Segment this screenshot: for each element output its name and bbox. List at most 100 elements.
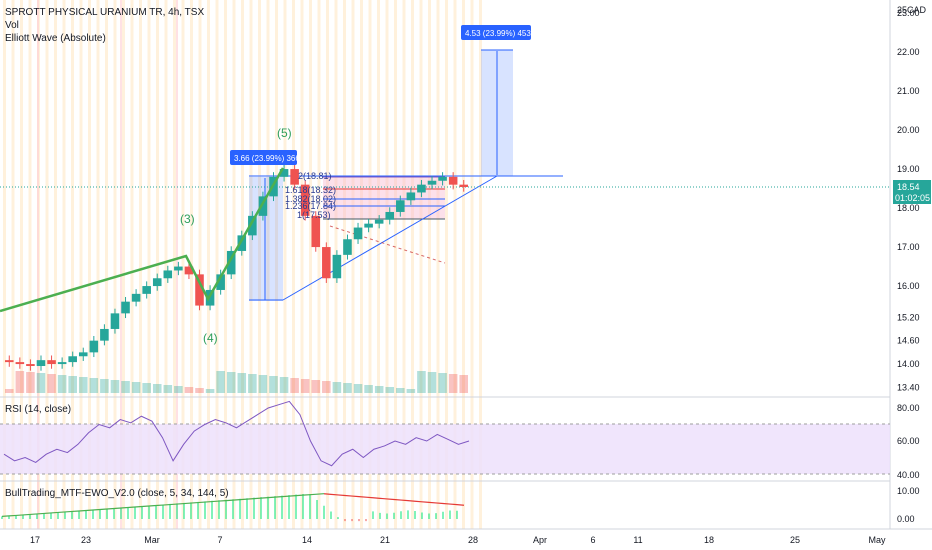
session-stripe: [241, 0, 244, 529]
ewo-legend[interactable]: BullTrading_MTF-EWO_V2.0 (close, 5, 34, …: [5, 488, 229, 499]
volume-bar: [142, 383, 151, 393]
candle-body: [226, 250, 236, 275]
price-axis-label: 25: [897, 5, 907, 15]
candle-body: [68, 356, 77, 363]
price-axis-label: 16.00: [897, 281, 920, 291]
session-stripe: [368, 0, 372, 529]
session-stripe: [207, 0, 210, 529]
volume-bar: [15, 371, 25, 393]
candle-body: [406, 192, 416, 201]
session-stripe: [292, 0, 295, 529]
price-axis-label: 15.20: [897, 312, 920, 322]
volume-bar: [237, 373, 247, 393]
session-stripe: [130, 0, 134, 529]
volume-bar: [195, 388, 204, 393]
triangle-lower-line[interactable]: [282, 175, 498, 301]
session-stripe: [300, 0, 304, 529]
volume-bar: [374, 386, 384, 393]
volume-bar: [311, 380, 321, 393]
candle-body: [311, 215, 321, 248]
ewo-signal-up: [1, 493, 325, 517]
session-stripe: [79, 0, 83, 529]
volume-bar: [322, 381, 331, 393]
volume-bar: [89, 378, 99, 393]
session-stripe: [224, 0, 227, 529]
session-stripe: [181, 0, 185, 529]
session-stripe: [3, 0, 6, 529]
candle-body: [438, 176, 447, 181]
wave-label-4: (4): [203, 331, 218, 345]
rsi-legend[interactable]: RSI (14, close): [5, 404, 71, 415]
volume-bar: [184, 387, 194, 393]
elliott-wave-path[interactable]: [0, 167, 285, 313]
price-axis-label: 21.00: [897, 86, 920, 96]
session-stripe: [198, 0, 202, 529]
time-axis-label: 11: [633, 535, 642, 545]
candle-body: [258, 196, 268, 216]
candle-body: [57, 362, 67, 365]
volume-bar: [438, 373, 447, 393]
session-stripe: [45, 0, 49, 529]
session-stripe: [11, 0, 15, 529]
volume-bar: [332, 382, 342, 393]
candle-body: [142, 286, 151, 294]
session-stripe: [62, 0, 66, 529]
measure-tag-2: [461, 25, 531, 40]
price-axis[interactable]: 24.0023.0022.0021.0020.0019.0018.0017.00…: [897, 0, 920, 392]
session-stripe: [436, 0, 440, 529]
session-stripe: [419, 0, 423, 529]
candle-body: [300, 184, 310, 216]
candle-body: [290, 169, 299, 185]
candle-body: [364, 223, 373, 228]
elliott-legend[interactable]: Elliott Wave (Absolute): [5, 33, 106, 44]
volume-bar: [5, 389, 14, 393]
candle-body: [131, 293, 141, 302]
currency-label: CAD: [907, 5, 927, 15]
volume-bar: [385, 387, 395, 393]
fib-label-1618: 1.618(18.32): [285, 185, 336, 195]
session-stripe: [453, 0, 457, 529]
fib-zone[interactable]: [323, 177, 445, 219]
session-stripe: [28, 0, 32, 529]
candle-body: [152, 278, 162, 287]
volume-bars: [5, 371, 468, 393]
time-axis-label: May: [868, 535, 886, 545]
session-stripe: [377, 0, 380, 529]
price-axis-label: 14.00: [897, 359, 920, 369]
candle-body: [100, 328, 109, 341]
price-axis-label: 13.40: [897, 382, 920, 392]
time-axis-label: Apr: [533, 535, 547, 545]
session-stripe: [96, 0, 100, 529]
session-stripe: [266, 0, 270, 529]
volume-bar: [163, 385, 173, 393]
symbol-legend[interactable]: SPROTT PHYSICAL URANIUM TR, 4h, TSX: [5, 7, 204, 18]
candle-body: [448, 176, 458, 185]
candle-body: [121, 301, 130, 314]
fib-label-2: 2(18.81): [298, 171, 332, 181]
measure-tag-1-text: 3.66 (23.99%) 366: [234, 154, 300, 163]
ewo-axis-10: 10.00: [897, 486, 920, 496]
session-stripe: [176, 0, 178, 529]
volume-bar: [110, 380, 120, 393]
candle-body: [174, 266, 183, 271]
wave-label-5: (5): [277, 126, 292, 140]
session-stripe: [215, 0, 219, 529]
session-stripe: [147, 0, 151, 529]
price-axis-label: 23.00: [897, 8, 920, 18]
vol-legend[interactable]: Vol: [5, 20, 19, 31]
candle-body: [26, 364, 35, 367]
session-stripe: [411, 0, 414, 529]
time-axis[interactable]: 17 23 Mar 7 14 21 28 Apr 6 11 18 25 May: [30, 535, 886, 545]
candle-body: [343, 239, 352, 255]
rsi-line[interactable]: [3, 400, 470, 467]
session-stripe: [249, 0, 253, 529]
volume-bar: [459, 375, 468, 393]
session-stripe: [317, 0, 321, 529]
session-stripe: [445, 0, 448, 529]
candle-body: [195, 274, 204, 306]
session-stripe: [120, 0, 122, 529]
volume-bar: [269, 376, 278, 393]
candle-body: [332, 254, 342, 279]
volume-bar: [248, 374, 257, 393]
volume-bar: [26, 372, 35, 393]
